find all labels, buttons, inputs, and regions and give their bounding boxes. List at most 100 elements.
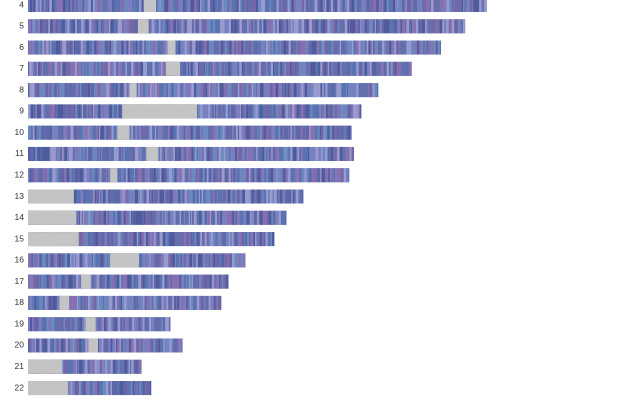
stripe [74,317,76,332]
stripe [347,19,350,34]
stripe [184,0,188,12]
stripe [268,189,270,204]
stripe [90,295,93,310]
stripe [170,168,173,183]
stripe [48,104,50,119]
stripe [239,19,243,34]
stripe [308,19,310,34]
stripe [94,40,97,55]
stripe [29,40,30,55]
stripe [198,40,201,55]
stripe [256,83,258,98]
stripe [177,83,180,98]
stripe [62,104,66,119]
stripe [237,232,238,247]
stripe [63,168,67,183]
stripe [132,146,135,161]
stripe [81,146,83,161]
stripe [175,338,179,353]
stripe [75,168,78,183]
stripe [122,381,126,396]
stripe [166,40,169,55]
stripe [386,40,388,55]
stripe [308,0,310,12]
stripe [192,40,193,55]
stripe [28,83,30,98]
stripe [109,146,111,161]
stripe [81,338,84,353]
stripe [287,19,289,34]
stripe [127,189,129,204]
stripe [192,40,196,55]
stripe [333,61,336,76]
stripe [265,83,267,98]
stripe [158,61,162,76]
stripe [60,0,62,12]
stripe [184,40,188,55]
stripe [226,232,229,247]
stripe [28,295,30,310]
stripe [184,146,187,161]
stripe [324,125,328,140]
stripe [384,40,386,55]
stripe [133,210,135,225]
stripe [121,146,123,161]
stripe [91,40,95,55]
stripe [196,274,200,289]
stripe [256,61,257,76]
stripe [199,146,202,161]
stripe [227,40,230,55]
stripe [198,0,201,12]
stripe [322,146,325,161]
stripe [229,210,232,225]
stripe [336,19,338,34]
stripe [202,253,204,268]
stripe [129,19,132,34]
stripe [344,125,346,140]
stripes [28,61,412,76]
stripe [92,146,95,161]
stripe [336,168,340,183]
stripe [113,146,117,161]
stripe [172,125,174,140]
stripe [130,146,132,161]
stripe [200,253,203,268]
stripe [59,83,61,98]
stripe [449,19,451,34]
stripe [56,104,58,119]
stripe [275,104,279,119]
stripe [113,359,116,374]
stripe [236,189,238,204]
stripe [275,83,279,98]
stripe [162,232,166,247]
stripe [28,274,31,289]
stripe [118,338,120,353]
stripe [188,0,191,12]
stripe [166,317,169,332]
stripe [333,83,335,98]
stripe [263,83,266,98]
stripe [217,83,220,98]
stripe [34,253,36,268]
stripe [302,146,306,161]
stripe [93,168,95,183]
stripe [29,40,32,55]
stripe [308,61,311,76]
stripe [268,61,271,76]
stripe [182,40,185,55]
stripe [166,232,168,247]
stripe [150,253,152,268]
stripe [183,61,187,76]
stripe [256,168,257,183]
stripe [372,19,375,34]
stripe [228,83,232,98]
stripe [73,125,75,140]
stripe [143,253,145,268]
stripe [135,274,137,289]
stripe [332,146,334,161]
stripe [189,295,191,310]
stripe [137,125,139,140]
stripe [303,40,307,55]
stripe [258,104,261,119]
stripe [74,338,76,353]
